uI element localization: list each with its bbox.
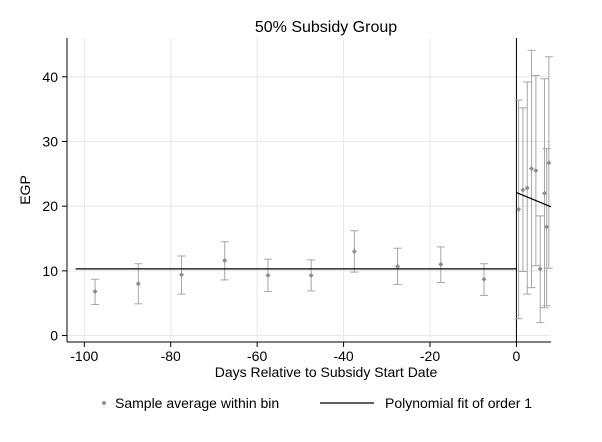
data-point (524, 185, 530, 191)
x-tick-label: -100 (70, 348, 98, 364)
legend-label-points: Sample average within bin (115, 395, 279, 411)
data-point (544, 224, 550, 230)
y-tick-label: 0 (50, 328, 58, 344)
legend: Sample average within bin Polynomial fit … (101, 395, 532, 411)
data-point (265, 272, 271, 278)
y-axis-label: EGP (17, 175, 33, 205)
y-tick-label: 20 (42, 198, 58, 214)
data-point (222, 258, 228, 264)
data-point (135, 281, 141, 287)
data-point (520, 187, 526, 193)
data-point (395, 263, 401, 269)
data-point (438, 261, 444, 267)
gridlines (67, 38, 551, 342)
x-tick-label: -40 (333, 348, 353, 364)
data-point (546, 160, 552, 166)
data-point (179, 272, 185, 278)
x-tick-label: -80 (161, 348, 181, 364)
data-point (537, 266, 543, 272)
data-point (542, 190, 548, 196)
data-point (516, 206, 522, 212)
chart-title: 50% Subsidy Group (255, 19, 397, 36)
data-point (533, 168, 539, 174)
legend-marker-points (101, 400, 107, 406)
fit-line (516, 192, 552, 208)
x-tick-label: -20 (420, 348, 440, 364)
data-point (351, 248, 357, 254)
x-axis-label: Days Relative to Subsidy Start Date (215, 364, 438, 380)
data-point (92, 289, 98, 295)
chart-marks (75, 38, 553, 342)
y-tick-label: 40 (42, 69, 58, 85)
y-tick-label: 10 (42, 263, 58, 279)
data-point (481, 276, 487, 282)
axes: -100 -80 -60 -40 -20 0 0 10 20 30 40 (42, 38, 551, 364)
data-point (308, 272, 314, 278)
legend-label-fit: Polynomial fit of order 1 (385, 395, 532, 411)
x-tick-label: 0 (513, 348, 521, 364)
y-tick-label: 30 (42, 133, 58, 149)
data-point (529, 166, 535, 172)
x-tick-label: -60 (247, 348, 267, 364)
